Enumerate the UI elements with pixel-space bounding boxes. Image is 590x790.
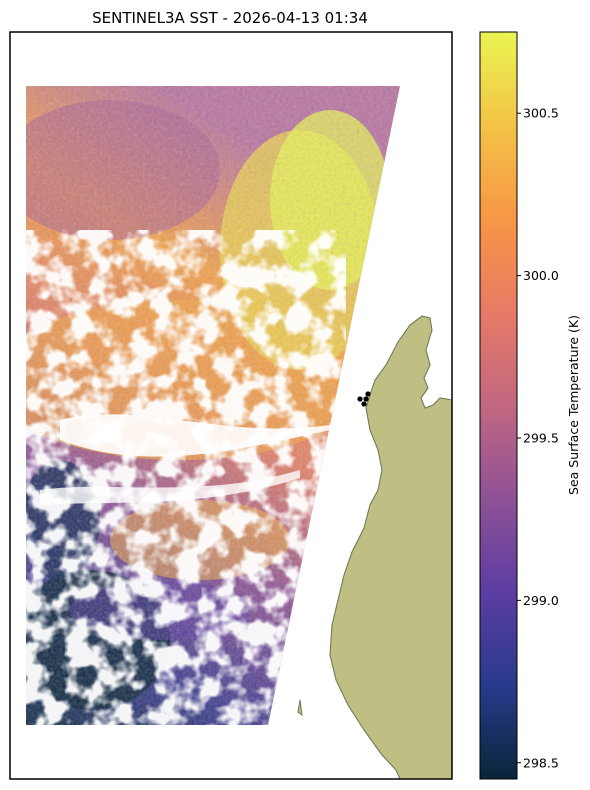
- colorbar-tick-label: 300.0: [523, 268, 559, 283]
- colorbar-label: Sea Surface Temperature (K): [566, 315, 581, 495]
- colorbar-frame: [479, 31, 518, 780]
- colorbar-tick-label: 299.5: [523, 430, 559, 445]
- colorbar-tick-label: 298.5: [523, 755, 559, 770]
- map-frame: [9, 31, 453, 780]
- station-marker: [365, 391, 371, 397]
- land-mass: [329, 315, 452, 779]
- colorbar: 298.5 299.0 299.5 300.0 300.5 Sea Surface Te…: [479, 31, 581, 780]
- map-panel: [10, 32, 452, 779]
- station-marker: [361, 401, 367, 407]
- colorbar-tick-label: 300.5: [523, 106, 559, 121]
- colorbar-tick-label: 299.0: [523, 593, 559, 608]
- chart-title: SENTINEL3A SST - 2026-04-13 01:34: [92, 9, 368, 27]
- station-marker: [363, 396, 369, 402]
- colorbar-ticks: 298.5 299.0 299.5 300.0 300.5: [517, 106, 559, 770]
- station-marker: [357, 396, 363, 402]
- colorbar-fill: [480, 32, 517, 779]
- islet: [297, 699, 303, 717]
